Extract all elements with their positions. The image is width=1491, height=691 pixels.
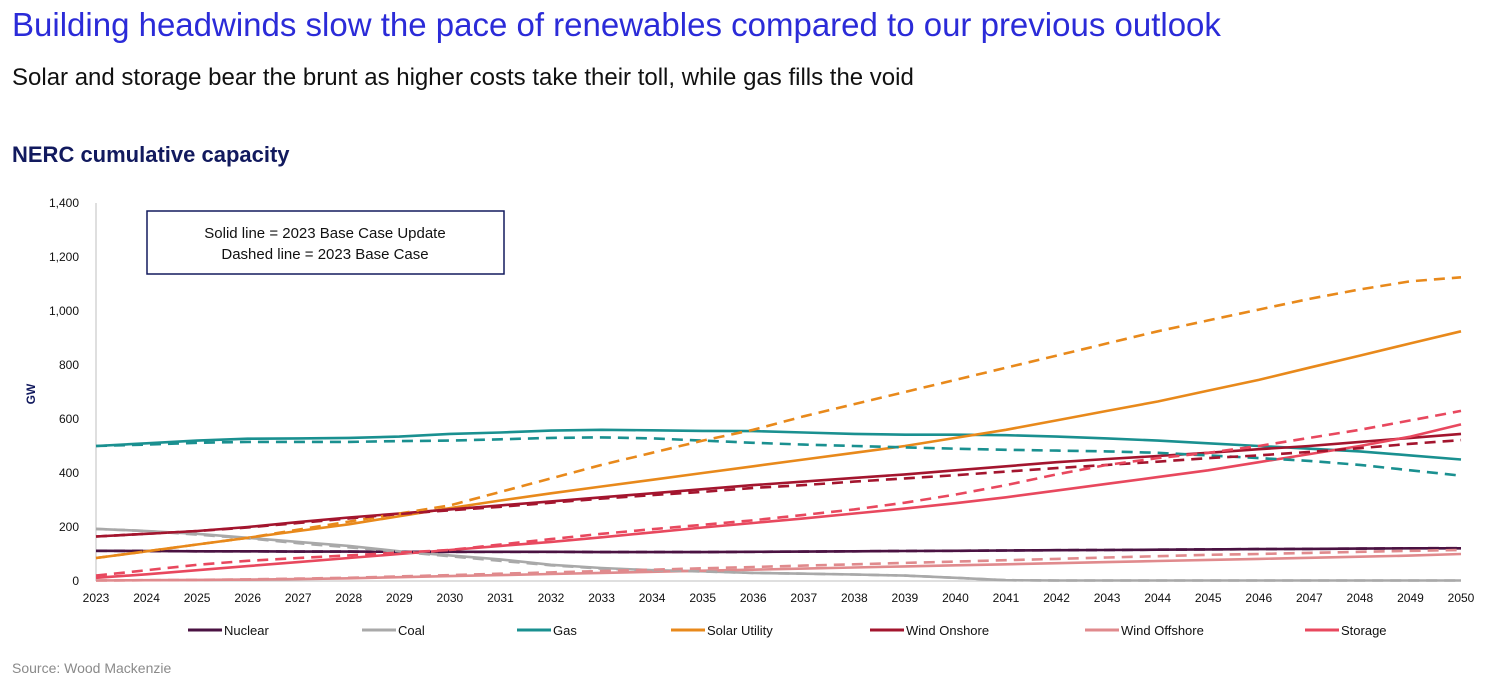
x-tick-label: 2039 xyxy=(892,591,919,605)
y-tick-label: 600 xyxy=(59,412,79,426)
x-tick-label: 2023 xyxy=(83,591,110,605)
legend-label-nuclear: Nuclear xyxy=(224,623,269,638)
series-line-coal-base xyxy=(95,527,1461,582)
y-tick-label: 0 xyxy=(72,574,79,588)
x-tick-label: 2034 xyxy=(639,591,666,605)
series-line-wind-onshore-update xyxy=(95,432,1462,538)
x-tick-label: 2024 xyxy=(133,591,160,605)
x-tick-label: 2025 xyxy=(184,591,211,605)
legend-item-solar-utility: Solar Utility xyxy=(671,623,773,638)
series-base-lines xyxy=(95,276,1462,582)
x-tick-label: 2026 xyxy=(234,591,261,605)
series-line-solar-utility-base xyxy=(95,276,1462,560)
line-style-note-solid: Solid line = 2023 Base Case Update xyxy=(204,225,445,242)
legend-item-storage: Storage xyxy=(1305,623,1387,638)
legend-label-wind-offshore: Wind Offshore xyxy=(1121,623,1204,638)
x-tick-label: 2029 xyxy=(386,591,413,605)
series-line-wind-offshore-base xyxy=(95,548,1462,582)
legend-label-solar-utility: Solar Utility xyxy=(707,623,773,638)
x-tick-label: 2033 xyxy=(588,591,615,605)
legend-item-wind-onshore: Wind Onshore xyxy=(870,623,989,638)
line-style-note-box xyxy=(146,210,505,275)
x-tick-label: 2028 xyxy=(335,591,362,605)
x-tick-label: 2032 xyxy=(538,591,565,605)
series-line-nuclear-base xyxy=(95,546,1462,554)
x-tick-label: 2045 xyxy=(1195,591,1222,605)
chart-title: NERC cumulative capacity xyxy=(12,142,290,167)
y-tick-label: 1,400 xyxy=(49,196,79,210)
legend-item-gas: Gas xyxy=(517,623,577,638)
x-tick-label: 2047 xyxy=(1296,591,1323,605)
series-line-gas-base xyxy=(95,436,1462,477)
series-line-storage-update xyxy=(95,423,1462,580)
x-tick-label: 2035 xyxy=(689,591,716,605)
legend-label-gas: Gas xyxy=(553,623,577,638)
y-tick-label: 200 xyxy=(59,520,79,534)
page-title: Building headwinds slow the pace of rene… xyxy=(12,6,1221,43)
x-tick-label: 2030 xyxy=(437,591,464,605)
page-subtitle: Solar and storage bear the brunt as high… xyxy=(12,64,914,91)
x-tick-label: 2027 xyxy=(285,591,312,605)
legend: Nuclear Coal Gas Solar Utility Wind Onshore W… xyxy=(188,623,1387,638)
series-line-solar-utility-update xyxy=(95,330,1462,560)
x-tick-label: 2040 xyxy=(942,591,969,605)
series-line-gas-update xyxy=(95,428,1462,461)
series-line-wind-onshore-base xyxy=(95,438,1462,538)
legend-item-nuclear: Nuclear xyxy=(188,623,269,638)
line-style-note-dashed: Dashed line = 2023 Base Case xyxy=(221,246,428,263)
x-tick-label: 2048 xyxy=(1347,591,1374,605)
series-line-wind-offshore-update xyxy=(95,552,1462,582)
legend-label-wind-onshore: Wind Onshore xyxy=(906,623,989,638)
x-tick-label: 2031 xyxy=(487,591,514,605)
x-tick-label: 2046 xyxy=(1245,591,1272,605)
x-tick-label: 2050 xyxy=(1448,591,1475,605)
series-line-storage-base xyxy=(95,409,1462,577)
legend-label-coal: Coal xyxy=(398,623,425,638)
x-tick-label: 2036 xyxy=(740,591,767,605)
x-tick-label: 2042 xyxy=(1043,591,1070,605)
x-tick-label: 2037 xyxy=(790,591,817,605)
source-note: Source: Wood Mackenzie xyxy=(12,660,172,676)
chart-axes: 0 200 400 600 800 1,000 1,200 1,400 2023 2024 2025… xyxy=(49,196,1475,605)
y-tick-label: 1,000 xyxy=(49,304,79,318)
legend-item-coal: Coal xyxy=(362,623,425,638)
x-tick-label: 2049 xyxy=(1397,591,1424,605)
x-tick-label: 2044 xyxy=(1144,591,1171,605)
x-tick-label: 2038 xyxy=(841,591,868,605)
y-tick-label: 400 xyxy=(59,466,79,480)
legend-label-storage: Storage xyxy=(1341,623,1387,638)
line-chart: 0 200 400 600 800 1,000 1,200 1,400 2023 2024 2025… xyxy=(24,196,1475,638)
y-tick-label: 1,200 xyxy=(49,250,79,264)
y-axis-label: GW xyxy=(24,383,38,404)
legend-item-wind-offshore: Wind Offshore xyxy=(1085,623,1204,638)
line-style-note: Solid line = 2023 Base Case Update Dashe… xyxy=(146,210,505,275)
y-tick-label: 800 xyxy=(59,358,79,372)
x-tick-label: 2043 xyxy=(1094,591,1121,605)
x-tick-label: 2041 xyxy=(993,591,1020,605)
